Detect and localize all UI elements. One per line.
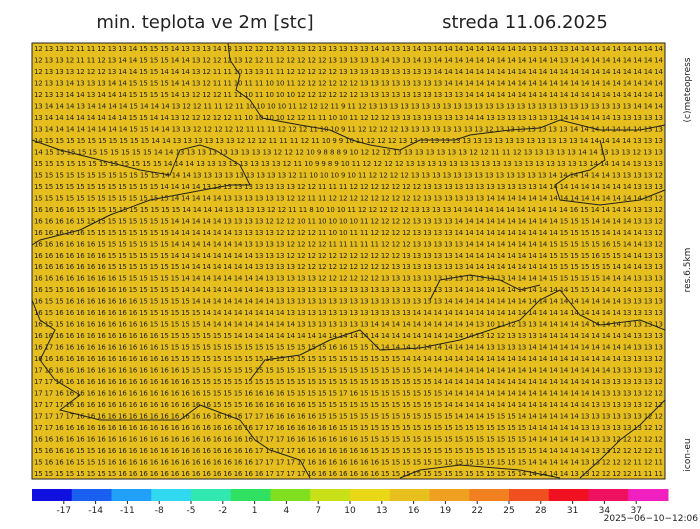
value-row: 14 15 15 15 15 15 15 15 15 15 15 14 14 1… bbox=[34, 149, 663, 157]
colorbar-label: 16 bbox=[408, 506, 420, 516]
colorbar-segment bbox=[191, 489, 232, 501]
colorbar-segment bbox=[151, 489, 192, 501]
value-row: 17 17 16 16 16 16 16 16 16 16 16 16 16 1… bbox=[34, 389, 663, 397]
value-row: 15 16 16 16 15 15 16 16 16 16 16 16 16 1… bbox=[34, 447, 663, 455]
value-row: 17 17 16 16 16 16 16 16 16 16 16 16 16 1… bbox=[34, 378, 663, 386]
colorbar-label: 7 bbox=[315, 506, 321, 516]
value-row: 15 15 15 15 15 15 15 15 15 15 15 15 14 1… bbox=[34, 183, 663, 191]
colorbar-segment bbox=[310, 489, 351, 501]
value-row: 16 16 16 16 16 16 16 16 16 16 16 16 15 1… bbox=[34, 332, 663, 340]
colorbar-segment bbox=[389, 489, 430, 501]
colorbar-segment bbox=[429, 489, 470, 501]
colorbar-label: -14 bbox=[88, 506, 103, 516]
colorbar-segment bbox=[111, 489, 152, 501]
colorbar-label: 19 bbox=[440, 506, 452, 516]
value-row: 17 16 16 16 16 16 16 16 16 16 16 16 16 1… bbox=[34, 367, 663, 375]
colorbar-label: 25 bbox=[503, 506, 514, 516]
value-row: 16 16 16 16 16 16 16 16 16 16 16 16 16 1… bbox=[34, 435, 663, 443]
model: icon-eu bbox=[683, 438, 693, 471]
copyright: (c)meteopress bbox=[683, 57, 693, 122]
value-row: 16 15 15 16 16 16 16 16 16 16 15 15 15 1… bbox=[34, 298, 663, 306]
value-row: 15 16 16 16 15 15 15 16 16 16 16 16 16 1… bbox=[34, 458, 663, 466]
colorbar-label: -5 bbox=[187, 506, 196, 516]
date: streda 11.06.2025 bbox=[442, 12, 608, 33]
contour bbox=[579, 399, 666, 479]
value-row: 12 13 13 12 11 11 12 13 13 14 15 15 15 1… bbox=[34, 45, 664, 53]
value-row: 12 13 13 13 12 12 12 13 14 14 15 15 14 1… bbox=[34, 68, 664, 76]
timestamp: 2025−06−10−12:06 bbox=[604, 514, 699, 524]
value-row: 16 16 16 16 15 15 15 15 15 15 15 15 15 1… bbox=[34, 206, 663, 214]
value-row: 16 16 16 16 16 16 15 15 15 15 15 15 15 1… bbox=[34, 240, 663, 248]
value-row: 12 13 13 14 14 13 14 14 14 15 15 15 15 1… bbox=[34, 91, 664, 99]
contour bbox=[227, 42, 666, 151]
value-row: 15 15 15 15 15 15 15 15 15 15 15 15 14 1… bbox=[34, 171, 663, 179]
value-row: 15 15 15 15 15 15 15 15 15 15 15 15 15 1… bbox=[34, 194, 663, 202]
value-row: 16 15 16 16 16 16 16 16 16 16 15 15 15 1… bbox=[34, 309, 663, 317]
colorbar-segment bbox=[230, 489, 271, 501]
contour bbox=[31, 299, 311, 479]
colorbar-label: -11 bbox=[120, 506, 135, 516]
resolution: res.6.5km bbox=[683, 248, 693, 293]
colorbar-label: -8 bbox=[155, 506, 164, 516]
value-row: 17 17 16 16 16 16 16 16 16 16 16 16 16 1… bbox=[34, 424, 663, 432]
value-row: 16 16 16 16 16 16 16 15 15 15 15 15 15 1… bbox=[34, 263, 663, 271]
colorbar-label: 34 bbox=[599, 506, 611, 516]
value-row: 16 17 16 16 16 16 16 16 16 16 16 16 15 1… bbox=[34, 344, 663, 352]
colorbar-label: 10 bbox=[344, 506, 356, 516]
colorbar-label: 4 bbox=[284, 506, 290, 516]
colorbar-label: 28 bbox=[535, 506, 547, 516]
value-row: 16 15 15 16 16 16 16 16 16 16 16 15 15 1… bbox=[34, 321, 663, 329]
colorbar-label: -2 bbox=[218, 506, 227, 516]
value-row: 12 13 13 14 13 13 13 14 14 15 15 15 15 1… bbox=[34, 80, 664, 88]
contour bbox=[554, 139, 666, 206]
colorbar-label: -17 bbox=[56, 506, 71, 516]
colorbar-label: 1 bbox=[252, 506, 258, 516]
value-row: 16 16 16 16 16 16 16 15 15 15 15 15 15 1… bbox=[34, 252, 663, 260]
colorbar-segment bbox=[628, 489, 669, 501]
contour bbox=[399, 464, 561, 479]
value-row: 13 14 14 14 13 14 14 14 14 15 14 14 14 1… bbox=[34, 103, 664, 111]
colorbar-label: 37 bbox=[630, 506, 641, 516]
colorbar-segment bbox=[71, 489, 112, 501]
value-row: 14 15 15 15 15 15 15 15 15 15 15 14 14 1… bbox=[34, 137, 663, 145]
value-row: 17 17 17 16 16 16 16 16 16 16 16 16 16 1… bbox=[34, 401, 663, 409]
value-row: 16 16 16 16 16 16 16 16 15 15 15 15 15 1… bbox=[34, 275, 663, 283]
value-row: 13 14 14 14 14 14 14 14 14 15 15 14 14 1… bbox=[34, 114, 663, 122]
contour bbox=[31, 139, 251, 246]
title: min. teplota ve 2m [stc] bbox=[96, 12, 313, 33]
contours bbox=[31, 42, 666, 479]
colorbar-segment bbox=[32, 489, 73, 501]
value-row: 15 15 15 15 15 15 15 15 15 15 15 15 14 1… bbox=[34, 160, 663, 168]
colorbar-label: 22 bbox=[471, 506, 482, 516]
value-row: 16 16 16 16 16 16 16 16 16 16 16 16 16 1… bbox=[34, 355, 663, 363]
value-row: 16 16 16 16 16 15 15 15 15 15 15 15 15 1… bbox=[34, 229, 663, 237]
colorbar-segment bbox=[588, 489, 629, 501]
colorbar-segment bbox=[350, 489, 391, 501]
contour bbox=[429, 274, 541, 301]
colorbar-label: 31 bbox=[567, 506, 578, 516]
colorbar-segment bbox=[548, 489, 589, 501]
value-row: 17 17 17 17 16 16 16 16 16 16 16 16 16 1… bbox=[34, 412, 663, 420]
colorbar-segment bbox=[509, 489, 550, 501]
value-row: 15 15 15 15 15 15 15 15 16 16 16 16 16 1… bbox=[34, 470, 663, 478]
value-row: 16 15 15 16 16 16 16 16 16 15 15 15 15 1… bbox=[34, 286, 663, 294]
map-area bbox=[31, 42, 666, 480]
value-row: 16 16 16 16 15 15 15 15 15 15 15 15 15 1… bbox=[34, 217, 663, 225]
contour bbox=[249, 289, 666, 381]
colorbar-segment bbox=[469, 489, 510, 501]
value-row: 13 14 14 14 14 14 14 14 14 15 15 14 14 1… bbox=[34, 126, 663, 134]
colorbar-segment bbox=[270, 489, 311, 501]
value-row: 12 13 13 12 11 11 12 13 14 14 15 15 15 1… bbox=[34, 57, 664, 65]
colorbar-label: 13 bbox=[376, 506, 387, 516]
